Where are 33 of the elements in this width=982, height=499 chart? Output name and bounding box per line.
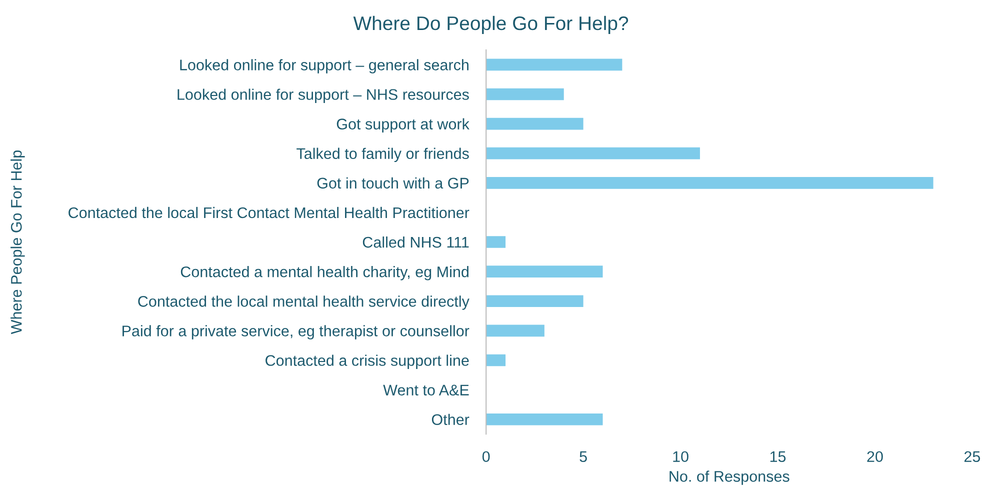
bar — [486, 176, 934, 189]
bar — [486, 58, 622, 71]
bar — [486, 295, 584, 308]
y-tick-label: Contacted the local mental health service directly — [138, 296, 470, 310]
y-tick-label: Contacted a crisis support line — [266, 354, 469, 369]
bar — [486, 118, 584, 130]
bar — [486, 88, 564, 100]
y-tick-label: Got support at work — [336, 118, 470, 132]
y-tick-label: Called NHS 111 — [362, 236, 469, 248]
y-tick-label: Other — [432, 414, 470, 426]
y-tick-label: Contacted the local First Contact Mental Health Practitioner — [68, 206, 470, 218]
x-axis-title: No. of Responses — [670, 470, 790, 485]
chart-title: Where Do People Go For Help? — [353, 16, 628, 34]
x-tick-label: 25 — [964, 451, 980, 462]
bar — [486, 324, 544, 337]
bar — [486, 354, 506, 366]
y-tick-label: Looked online for support – general search — [180, 59, 468, 74]
x-tick-label: 10 — [673, 451, 688, 462]
bar — [486, 266, 603, 278]
bar — [486, 147, 700, 160]
x-tick-label: 20 — [867, 451, 883, 462]
y-tick-label: Talked to family or friends — [296, 148, 469, 162]
y-tick-label: Looked online for support – NHS resources — [178, 88, 469, 103]
x-tick-label: 15 — [770, 451, 786, 462]
x-tick-label: 5 — [580, 451, 587, 462]
x-tick-label: 0 — [482, 451, 490, 462]
y-tick-label: Got in touch with a GP — [317, 177, 469, 189]
bar — [486, 236, 506, 248]
y-tick-label: Paid for a private service, eg therapist or counsellor — [122, 325, 470, 340]
y-tick-label: Went to A&E — [383, 384, 469, 396]
y-axis-title: Where People Go For Help — [10, 150, 25, 334]
y-tick-label: Contacted a mental health charity, eg Mind — [180, 266, 468, 280]
bar — [486, 413, 603, 426]
